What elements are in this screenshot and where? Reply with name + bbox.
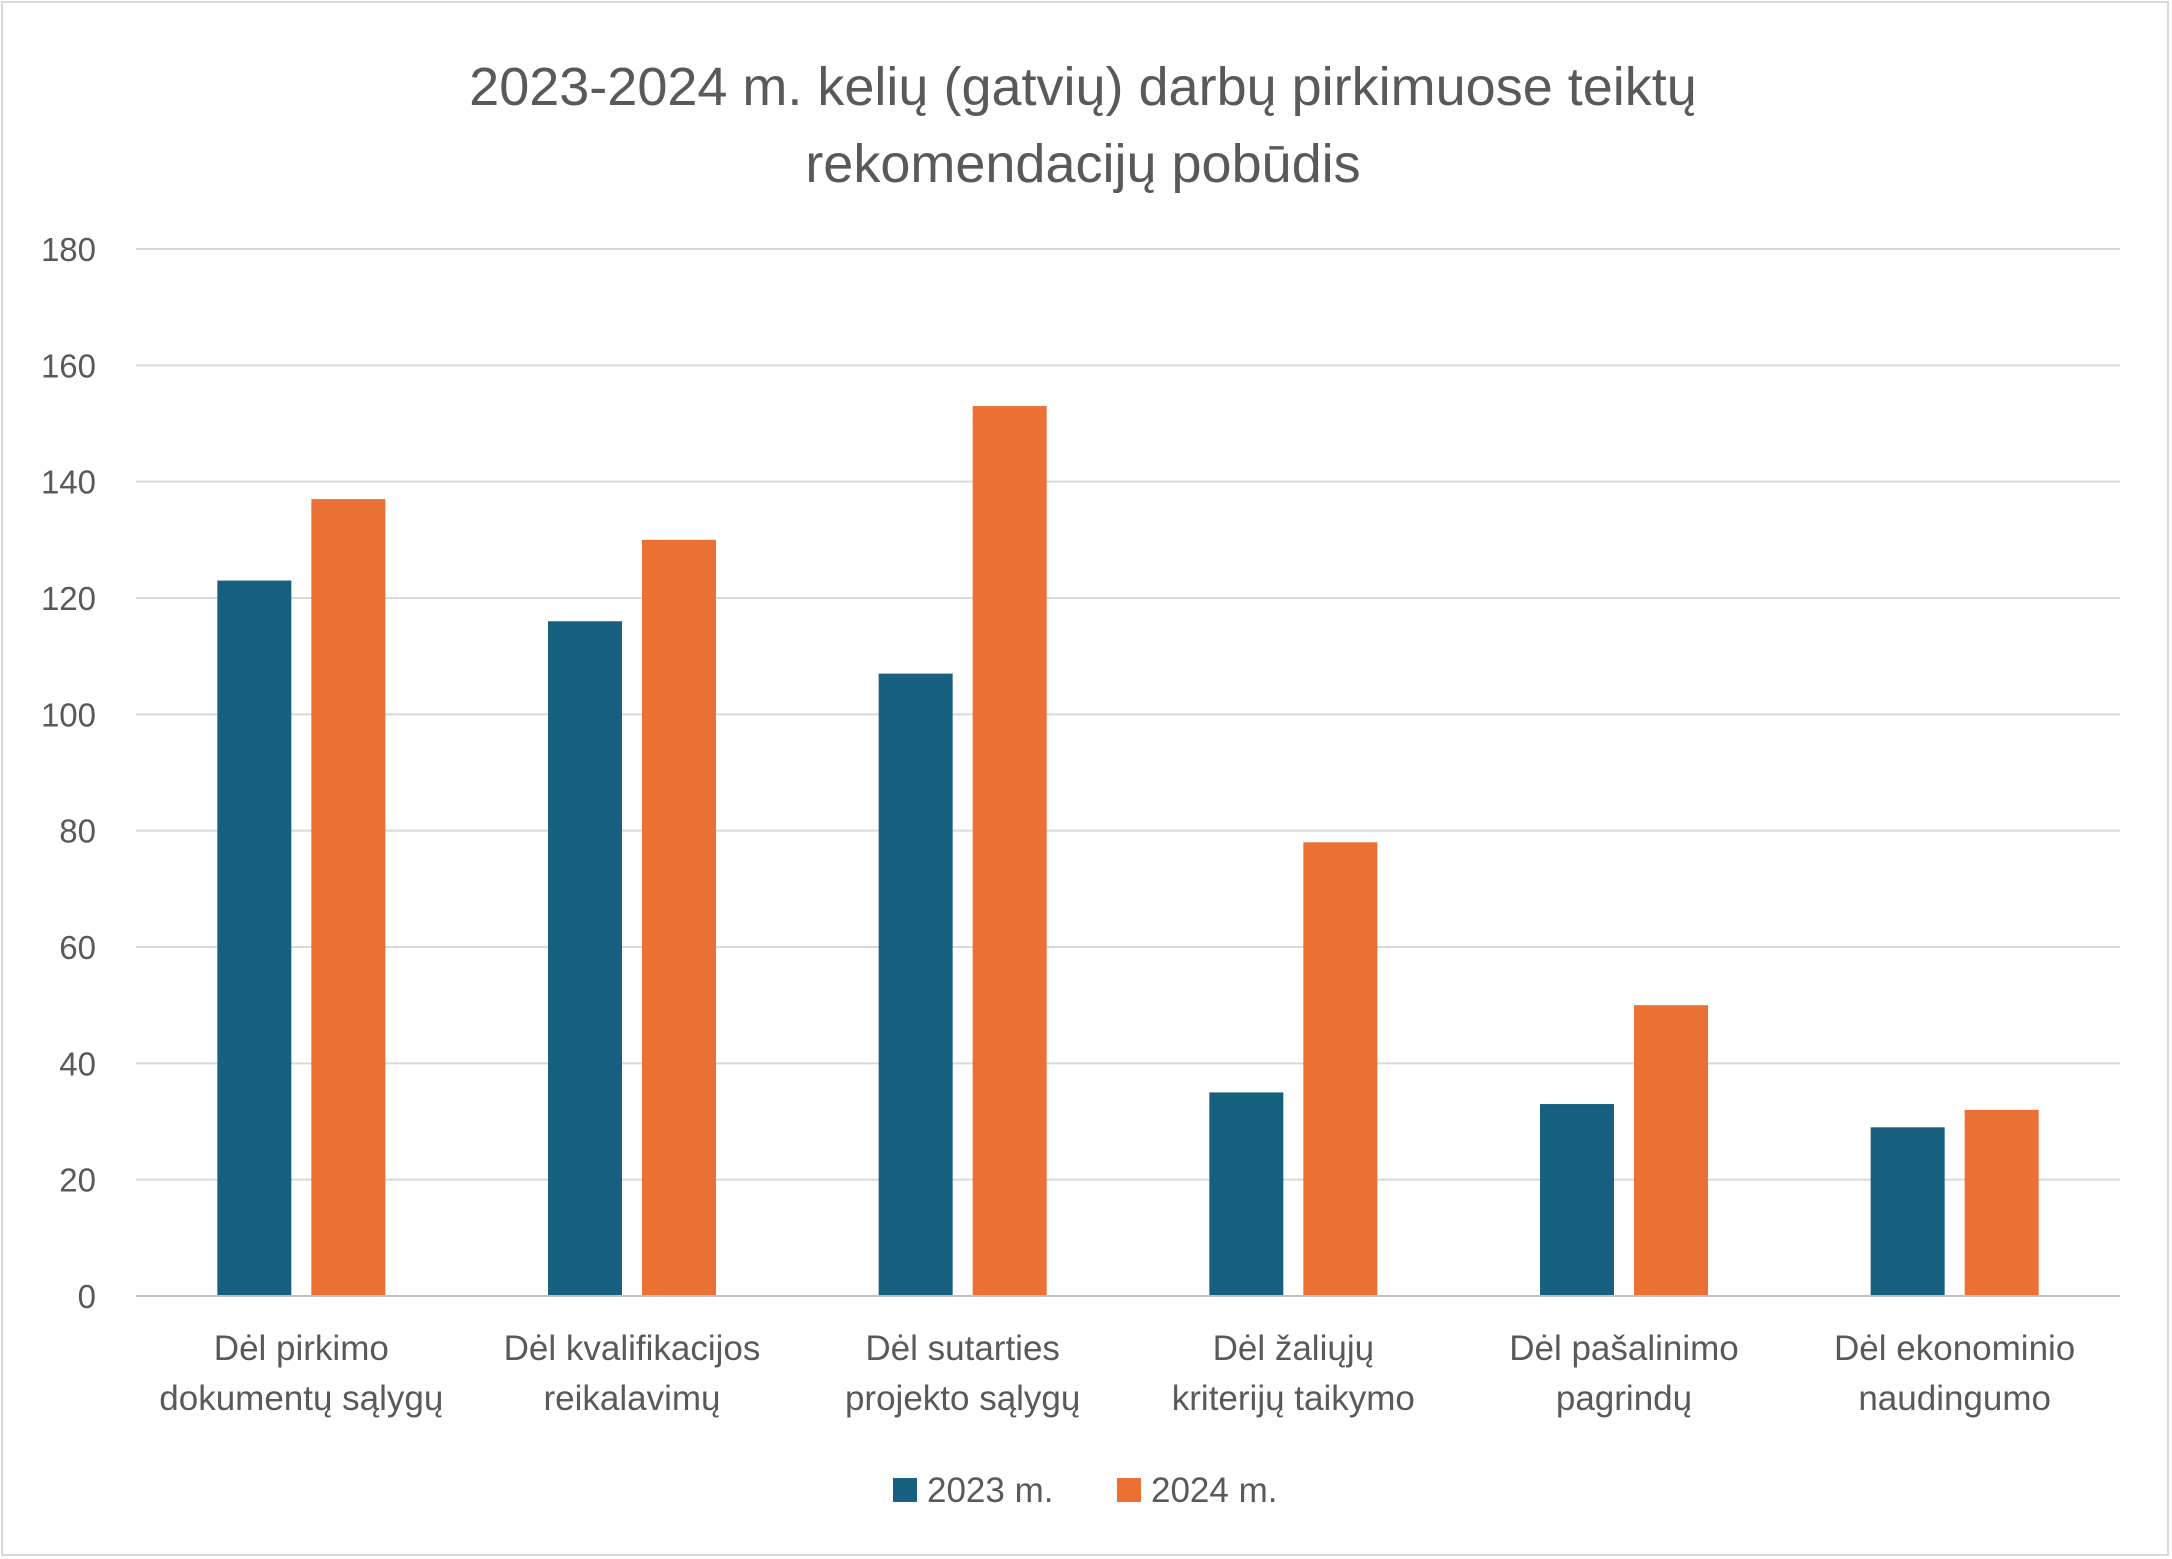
category-label: Dėl pirkimo [214,1329,389,1368]
category-label: Dėl žaliųjų [1213,1329,1374,1368]
y-tick-label: 100 [41,696,96,733]
gridlines [136,248,2120,1181]
legend-label: 2023 m. [927,1471,1053,1510]
bar-series-1 [1540,1104,1614,1296]
y-tick-label: 160 [41,347,96,384]
bar-series-2 [1303,842,1378,1296]
chart-title-line-2: rekomendacijų pobūdis [805,134,1360,194]
category-label: pagrindų [1556,1379,1692,1418]
category-labels: Dėl pirkimo dokumentų sąlygų Dėl kvalifika… [159,1329,2075,1418]
y-tick-label: 80 [59,813,96,850]
y-tick-label: 40 [59,1045,96,1082]
legend-swatch [893,1478,917,1502]
category-label: Dėl sutarties [865,1329,1060,1368]
legend-label: 2024 m. [1151,1471,1277,1510]
category-label: Dėl pašalinimo [1509,1329,1739,1368]
y-tick-label: 140 [41,464,96,501]
category-label: kriterijų taikymo [1172,1379,1415,1418]
category-label: reikalavimų [544,1379,721,1418]
y-tick-label: 180 [41,231,96,268]
legend-swatch [1117,1478,1141,1502]
bar-series-1 [878,673,953,1296]
bar-series-1 [1870,1127,1945,1296]
y-axis-tick-labels: 0 20 40 60 80 100 120 140 160 180 [41,231,96,1315]
category-label: Dėl kvalifikacijos [504,1329,761,1368]
category-label: naudingumo [1858,1379,2051,1418]
y-tick-label: 120 [41,580,96,617]
bar-series-2 [642,539,716,1296]
bar-series-1 [1209,1092,1284,1296]
chart-title: 2023-2024 m. kelių (gatvių) darbų pirkim… [469,57,1697,194]
y-tick-label: 20 [59,1162,96,1199]
bar-series-2 [972,406,1047,1296]
bar-series-1 [548,621,622,1296]
y-tick-label: 0 [78,1278,96,1315]
category-label: projekto sąlygų [845,1379,1080,1418]
bar-series-2 [1634,1005,1708,1296]
bar-series-2 [311,499,386,1296]
bars [217,406,2039,1296]
bar-series-1 [217,580,292,1296]
bar-series-2 [1964,1109,2039,1296]
legend: 2023 m. 2024 m. [893,1471,1277,1510]
category-label: dokumentų sąlygų [159,1379,443,1418]
category-label: Dėl ekonominio [1834,1329,2075,1368]
y-tick-label: 60 [59,929,96,966]
chart-title-line-1: 2023-2024 m. kelių (gatvių) darbų pirkim… [469,57,1697,117]
